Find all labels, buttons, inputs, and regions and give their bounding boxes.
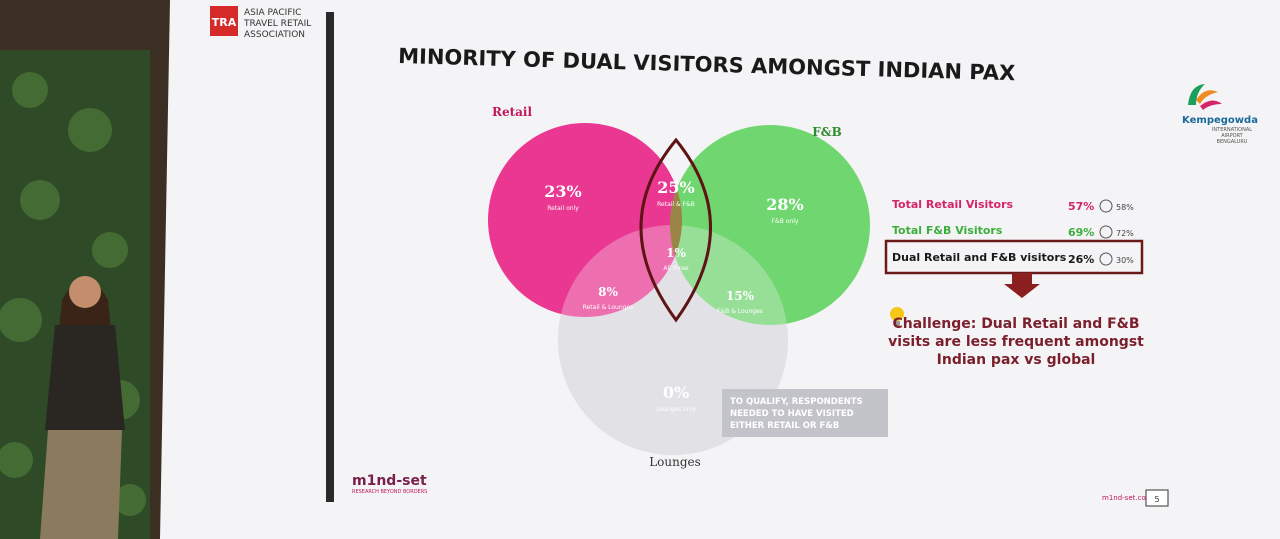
challenge-text: visits are less frequent amongst — [888, 334, 1144, 350]
stat-global: 30% — [1116, 256, 1134, 265]
globe-icon — [1099, 252, 1113, 266]
association-name: ASIA PACIFIC — [244, 8, 301, 18]
airport-name: Kempegowda — [1182, 115, 1258, 126]
arrow — [1004, 273, 1040, 298]
region-value: 15% — [726, 289, 755, 303]
stat-value: 57% — [1068, 200, 1094, 213]
stat-label: Dual Retail and F&B visitors — [892, 251, 1067, 264]
region-label: All three — [663, 265, 689, 272]
region-label: Retail & Lounges — [583, 304, 634, 311]
airport-logo-mark — [1188, 84, 1222, 110]
association-logo-text: TRA — [212, 16, 237, 29]
region-label: Retail & F&B — [657, 201, 695, 208]
brand: m1nd-set — [352, 473, 427, 489]
stat-label: Total Retail Visitors — [892, 198, 1014, 211]
stat-label: Total F&B Visitors — [892, 224, 1003, 237]
airport-subtitle: INTERNATIONAL — [1212, 127, 1252, 133]
brand-tagline: RESEARCH BEYOND BORDERS — [352, 489, 427, 495]
presenter — [40, 276, 125, 539]
venn-regions: 23% Retail only 25% Retail & F&B 28% F&B only… — [544, 178, 803, 413]
stat-value: 26% — [1068, 253, 1094, 266]
stat-global: 58% — [1116, 203, 1134, 212]
stats: Total Retail Visitors 57% 58% Total F&B Vis… — [892, 198, 1134, 266]
fnb-circle — [670, 125, 870, 325]
note-text: TO QUALIFY, RESPONDENTS — [730, 397, 863, 407]
footer-url: m1nd-set.com — [1102, 494, 1153, 502]
region-value: 23% — [544, 182, 581, 201]
region-label: Retail only — [547, 205, 579, 212]
region-label: F&B & Lounges — [717, 308, 763, 315]
page-box — [1145, 489, 1169, 507]
overlap-outline — [639, 137, 712, 323]
globe-icon — [1099, 225, 1113, 239]
association-name: ASSOCIATION — [244, 30, 305, 40]
note-text: EITHER RETAIL OR F&B — [730, 421, 839, 431]
set-label: F&B — [812, 125, 842, 139]
challenge-text: Indian pax vs global — [937, 352, 1096, 368]
globe-icon — [1099, 199, 1113, 213]
association-logo-mark — [210, 6, 238, 36]
stat-global: 72% — [1116, 229, 1134, 238]
region-label: Lounges only — [656, 406, 696, 413]
slide-divider — [326, 12, 334, 502]
note-text: NEEDED TO HAVE VISITED — [730, 409, 854, 419]
region-value: 1% — [666, 246, 686, 260]
note-box — [722, 389, 888, 437]
set-label: Retail — [492, 105, 532, 119]
page-number: 5 — [1154, 495, 1159, 504]
association-name: TRAVEL RETAIL — [243, 19, 311, 29]
region-value: 28% — [766, 195, 803, 214]
challenge-text: Challenge: Dual Retail and F&B — [892, 316, 1139, 332]
region-label: F&B only — [772, 218, 799, 225]
bulb-icon — [890, 307, 904, 326]
region-value: 25% — [657, 178, 694, 197]
airport-subtitle: AIRPORT — [1221, 133, 1243, 139]
retail-circle — [488, 123, 682, 317]
stat-value: 69% — [1068, 226, 1094, 239]
airport-subtitle: BENGALURU — [1217, 139, 1248, 145]
set-label: Lounges — [649, 455, 701, 469]
region-value: 0% — [663, 383, 689, 402]
region-value: 8% — [598, 285, 618, 299]
